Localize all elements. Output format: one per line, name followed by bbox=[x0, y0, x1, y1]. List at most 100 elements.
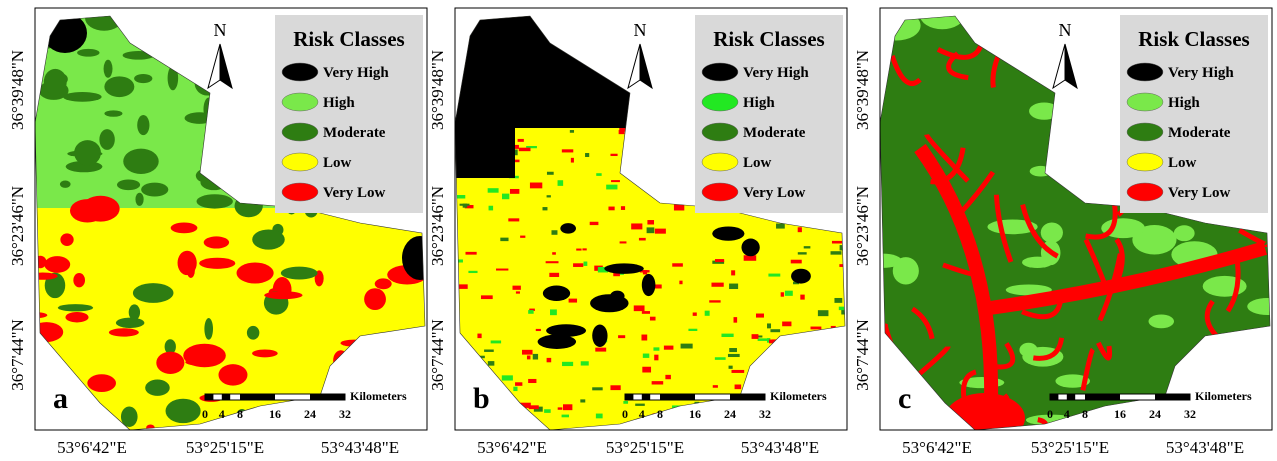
map-patch bbox=[522, 350, 533, 355]
map-patch bbox=[770, 329, 780, 332]
map-patch bbox=[547, 172, 554, 175]
map-patch bbox=[633, 150, 645, 155]
map-patch bbox=[43, 13, 87, 53]
map-patch bbox=[77, 49, 99, 57]
map-patch bbox=[200, 175, 227, 190]
map-patch bbox=[488, 188, 499, 193]
map-patch bbox=[732, 370, 745, 373]
map-patch bbox=[129, 304, 140, 320]
map-patch bbox=[693, 312, 697, 315]
map-patch bbox=[838, 422, 844, 424]
lat-label: 36°39'48"N bbox=[853, 50, 872, 130]
map-patch bbox=[721, 334, 733, 337]
legend-swatch bbox=[1127, 153, 1163, 171]
scale-bar-seg bbox=[1050, 394, 1058, 400]
scale-bar-seg bbox=[1085, 394, 1120, 400]
map-patch bbox=[635, 166, 640, 170]
map-patch bbox=[991, 8, 1042, 27]
map-patch bbox=[767, 323, 771, 328]
map-stream bbox=[1075, 31, 1076, 101]
map-patch bbox=[178, 251, 197, 275]
map-patch bbox=[109, 328, 139, 336]
legend-swatch bbox=[1127, 93, 1163, 111]
map-patch bbox=[375, 278, 392, 289]
map-patch bbox=[70, 199, 105, 222]
map-patch bbox=[592, 324, 607, 347]
map-patch bbox=[1071, 103, 1089, 116]
map-patch bbox=[634, 305, 645, 311]
lat-label: 36°39'48"N bbox=[8, 50, 27, 130]
map-patch bbox=[643, 116, 655, 122]
scale-tick-label: 16 bbox=[269, 407, 281, 421]
map-patch bbox=[508, 218, 519, 221]
map-patch bbox=[258, 79, 275, 101]
map-patch bbox=[204, 236, 229, 248]
map-patch bbox=[804, 246, 811, 248]
lat-label: 36°23'46"N bbox=[428, 186, 447, 266]
map-patch bbox=[810, 360, 814, 364]
map-patch bbox=[27, 273, 57, 280]
map-patch bbox=[466, 252, 477, 255]
map-patch bbox=[1195, 409, 1212, 438]
map-patch bbox=[563, 404, 572, 410]
scale-tick-label: 8 bbox=[1082, 407, 1088, 421]
map-patch bbox=[156, 352, 184, 374]
map-patch bbox=[236, 80, 248, 104]
map-patch bbox=[1041, 222, 1063, 242]
map-patch bbox=[731, 270, 735, 275]
map-patch bbox=[827, 345, 831, 348]
map-patch bbox=[832, 241, 845, 244]
lat-label: 36°7'44"N bbox=[853, 319, 872, 391]
map-patch bbox=[63, 92, 102, 102]
lon-label: 53°43'48"E bbox=[741, 438, 819, 457]
north-arrow bbox=[220, 44, 232, 88]
map-patch bbox=[252, 349, 278, 357]
map-patch bbox=[1071, 50, 1113, 66]
scale-tick-label: 0 bbox=[1047, 407, 1053, 421]
map-patch bbox=[455, 8, 635, 128]
lat-label: 36°23'46"N bbox=[8, 186, 27, 266]
map-patch bbox=[590, 294, 628, 312]
map-patch bbox=[683, 138, 691, 141]
legend-swatch bbox=[1127, 183, 1163, 201]
legend-label: Moderate bbox=[323, 125, 386, 141]
map-patch bbox=[558, 180, 564, 186]
map-patch bbox=[235, 195, 263, 218]
map-patch bbox=[642, 367, 651, 373]
map-patch bbox=[728, 354, 740, 357]
map-patch bbox=[1058, 81, 1109, 108]
scale-bar-seg bbox=[660, 394, 695, 400]
map-patch bbox=[518, 139, 524, 142]
map-patch bbox=[672, 405, 682, 411]
legend-label: Very High bbox=[1168, 65, 1234, 81]
map-patch bbox=[96, 12, 107, 18]
map-patch bbox=[73, 273, 85, 287]
map-patch bbox=[406, 400, 422, 410]
scale-bar-seg bbox=[205, 394, 213, 400]
north-arrow bbox=[628, 44, 640, 88]
map-patch bbox=[792, 362, 796, 364]
map-patch bbox=[264, 291, 302, 299]
map-patch bbox=[195, 115, 232, 123]
legend-label: Very High bbox=[743, 65, 809, 81]
map-patch bbox=[758, 338, 768, 341]
map-patch bbox=[171, 223, 198, 234]
legend-label: High bbox=[1168, 95, 1200, 111]
map-patch bbox=[654, 355, 658, 361]
map-patch bbox=[604, 263, 644, 274]
legend-swatch bbox=[702, 63, 738, 81]
map-patch bbox=[468, 271, 477, 273]
map-patch bbox=[712, 226, 744, 240]
legend-swatch bbox=[282, 153, 318, 171]
map-patch bbox=[713, 385, 718, 388]
figure: NRisk ClassesVery HighHighModerateLowVer… bbox=[0, 0, 1277, 461]
scale-tick-label: 16 bbox=[1114, 407, 1126, 421]
lon-label: 53°25'15"E bbox=[186, 438, 264, 457]
map-patch bbox=[798, 252, 807, 254]
map-patch bbox=[743, 405, 746, 410]
legend-label: Very Low bbox=[323, 185, 386, 201]
north-arrow bbox=[208, 44, 220, 88]
map-patch bbox=[549, 273, 559, 277]
map-patch bbox=[734, 317, 738, 323]
